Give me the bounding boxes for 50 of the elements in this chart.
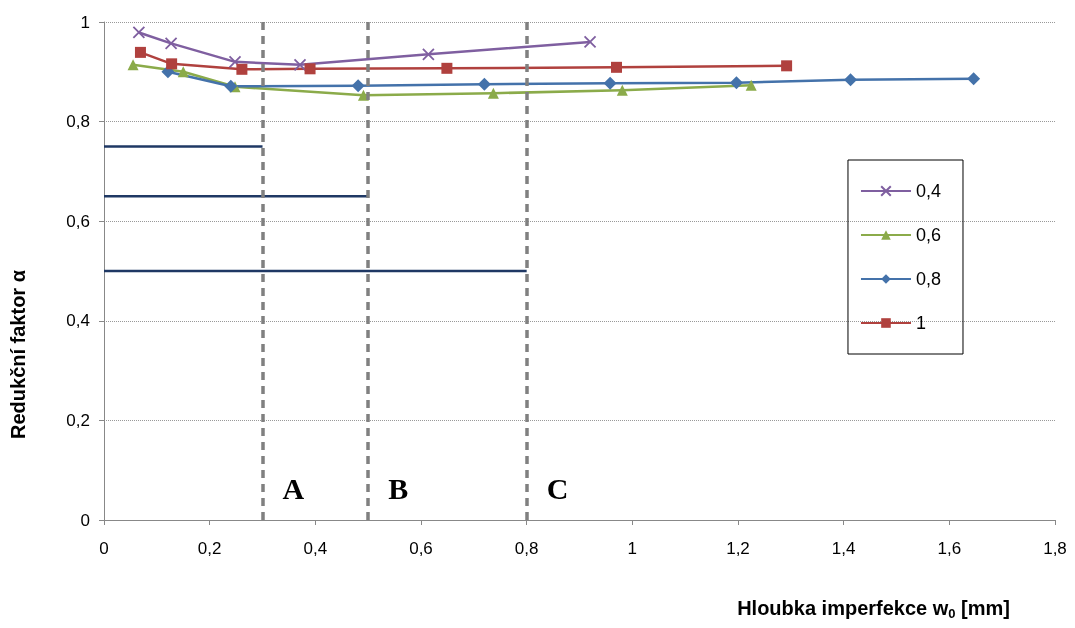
point (967, 72, 981, 86)
ref-line-label: C (546, 472, 569, 506)
point (357, 89, 369, 101)
point (127, 59, 139, 71)
x-tick-label: 1,6 (937, 539, 962, 558)
point (224, 79, 238, 93)
x-tick-label: 0,6 (409, 539, 433, 558)
point (422, 47, 435, 61)
y-tick-label: 1 (80, 12, 90, 32)
point (729, 76, 743, 90)
legend-label: 0,4 (915, 181, 942, 201)
x-tick-label: 1,4 (831, 539, 856, 558)
y-tick-label: 0 (80, 510, 90, 530)
point (177, 66, 189, 78)
point (134, 46, 146, 58)
point (477, 77, 491, 91)
ref-line-label: B (388, 472, 409, 506)
x-tick-label: 0,2 (197, 539, 222, 558)
legend-label: 0,6 (915, 225, 942, 245)
x-tick-label: 1,8 (1043, 539, 1067, 558)
x-tick-label: 1 (627, 539, 638, 558)
point (487, 87, 499, 99)
point (844, 73, 858, 87)
point (236, 63, 248, 75)
point (351, 79, 365, 93)
point (164, 37, 178, 50)
point (293, 58, 307, 72)
point (583, 35, 597, 49)
legend-label: 1 (915, 313, 926, 333)
x-tick-label: 0,4 (303, 539, 328, 558)
x-tick-label: 0 (99, 539, 109, 558)
point (610, 61, 622, 73)
x-tick-label: 1,2 (726, 539, 750, 558)
point (228, 55, 242, 69)
point (616, 84, 628, 96)
point (745, 79, 757, 91)
point (166, 58, 178, 70)
y-axis-title: Redukční faktor α (7, 269, 29, 439)
point (132, 26, 146, 39)
point (603, 76, 617, 90)
y-tick-label: 0,8 (66, 112, 90, 132)
point (441, 62, 453, 74)
point (781, 60, 793, 72)
legend-label: 0,8 (915, 269, 942, 289)
y-tick-label: 0,4 (66, 311, 90, 331)
point (304, 63, 316, 75)
x-tick-label: 0,8 (514, 539, 539, 558)
ref-line-label: A (282, 472, 305, 506)
y-tick-label: 0,2 (66, 410, 90, 430)
y-tick-label: 0,6 (66, 211, 90, 231)
